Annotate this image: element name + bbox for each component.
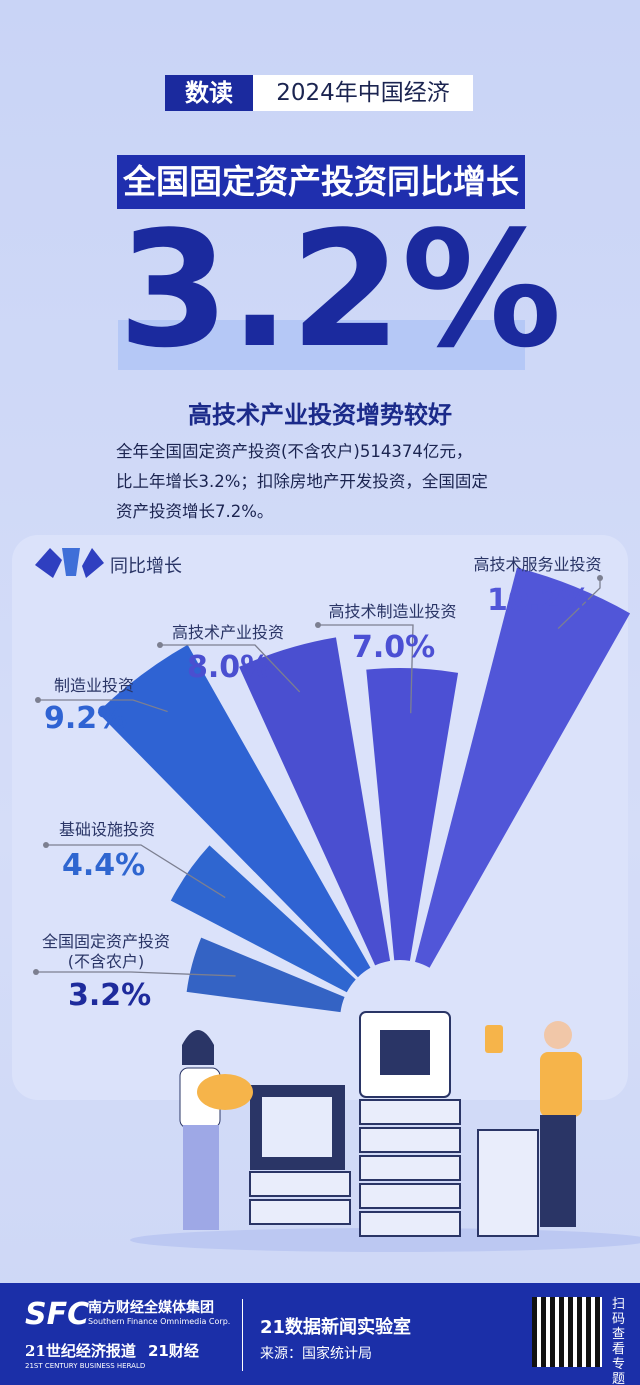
category-label: 高技术产业投资	[171, 623, 284, 642]
qr-code[interactable]	[532, 1297, 602, 1367]
footer-group: 南方财经全媒体集团	[88, 1300, 214, 1316]
leader-dot	[33, 969, 39, 975]
legend-icon	[35, 548, 104, 578]
footer-scan: 扫码查看专题	[612, 1297, 626, 1385]
value-label: 10.2%	[487, 583, 592, 618]
wedge	[415, 567, 631, 968]
topic-box: 2024年中国经济	[253, 75, 473, 111]
leader-line	[557, 578, 601, 630]
value-label: 4.4%	[62, 848, 146, 883]
wedge	[170, 845, 356, 993]
value-label: 3.2%	[68, 978, 152, 1013]
headline: 全国固定资产投资同比增长	[117, 155, 525, 209]
tag-box: 数读	[165, 75, 253, 111]
leader-dot	[315, 622, 321, 628]
big-number: 3.2%	[118, 196, 562, 383]
leader-line	[160, 644, 301, 693]
body-line: 资产投资增长7.2%。	[116, 502, 274, 521]
wedge	[366, 668, 459, 961]
footer: SFC 南方财经全媒体集团 Southern Finance Omnimedia…	[0, 1283, 640, 1385]
footer-paper: 21世纪经济报道	[25, 1342, 136, 1360]
legend-label: 同比增长	[110, 556, 182, 577]
leader-line	[36, 971, 236, 977]
leader-dot	[35, 697, 41, 703]
category-label: 高技术制造业投资	[328, 602, 457, 621]
wedge	[239, 637, 391, 966]
footer-lab: 21数据新闻实验室	[260, 1317, 412, 1338]
body-line: 比上年增长3.2%；扣除房地产开发投资，全国固定	[116, 472, 488, 491]
wedge	[186, 937, 345, 1013]
leader-dot	[597, 575, 603, 581]
category-label: 制造业投资	[53, 676, 134, 695]
footer-logo: SFC	[25, 1297, 90, 1332]
number-band	[118, 320, 525, 370]
footer-paper-en: 21ST CENTURY BUSINESS HERALD	[25, 1362, 146, 1370]
footer-source: 来源：国家统计局	[260, 1346, 372, 1362]
leader-line	[38, 699, 168, 713]
value-label: 9.2%	[44, 701, 128, 736]
leader-dot	[43, 842, 49, 848]
value-label: 8.0%	[187, 650, 271, 685]
value-label: 7.0%	[352, 630, 436, 665]
footer-group-en: Southern Finance Omnimedia Corp.	[88, 1317, 231, 1326]
footer-app: 21财经	[148, 1342, 199, 1360]
category-label: 全国固定资产投资 (不含农户)	[42, 932, 171, 971]
category-label: 高技术服务业投资	[473, 555, 602, 574]
category-label: 基础设施投资	[58, 820, 155, 839]
wedge	[97, 644, 371, 978]
subtitle: 高技术产业投资增势较好	[188, 401, 452, 429]
illustration	[130, 1011, 640, 1252]
leader-line	[46, 844, 226, 899]
leader-dot	[157, 642, 163, 648]
body-line: 全年全国固定资产投资(不含农户)514374亿元，	[116, 442, 473, 461]
leader-line	[318, 624, 414, 714]
divider	[242, 1299, 243, 1371]
